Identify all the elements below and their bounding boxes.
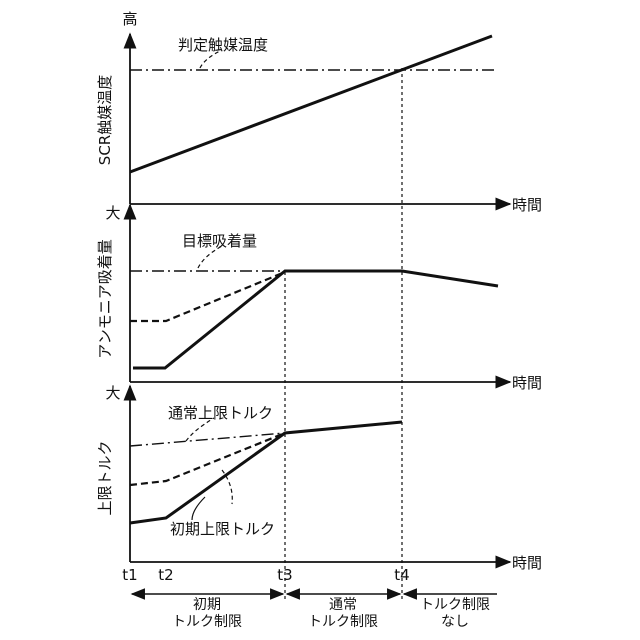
panel-torque: 大 時間 上限トルク 通常上限トルク 初期上限トルク: [96, 384, 542, 572]
torque-y-high-label: 大: [105, 384, 120, 402]
adsorption-x-axis-label: 時間: [512, 374, 542, 392]
phase-none-line2: なし: [441, 614, 469, 630]
temperature-x-axis-label: 時間: [512, 196, 542, 214]
initial-limit-torque-curve: [130, 422, 402, 523]
temperature-y-high-label: 高: [122, 10, 137, 28]
initial-limit-torque-leader-solid: [192, 497, 205, 520]
phase-initial-line1: 初期: [193, 596, 221, 613]
adsorption-y-high-label: 大: [105, 204, 120, 222]
adsorption-curve: [133, 271, 498, 368]
target-adsorption-label: 目標吸着量: [182, 232, 257, 250]
time-guides: [285, 68, 402, 600]
tick-t2: t2: [158, 566, 173, 584]
panel-temperature: 高 時間 SCR触媒温度 判定触媒温度: [96, 10, 542, 214]
tick-t4: t4: [394, 566, 409, 584]
phase-normal-line2: トルク制限: [308, 614, 378, 630]
adsorption-dashed-curve: [130, 272, 285, 321]
normal-limit-torque-label: 通常上限トルク: [168, 404, 273, 422]
temperature-y-axis-label: SCR触媒温度: [96, 75, 114, 165]
torque-dashed-curve: [130, 433, 285, 485]
panel-adsorption: 大 時間 アンモニア吸着量 目標吸着量: [96, 204, 542, 392]
temperature-curve: [130, 36, 492, 172]
phase-labels: 初期 トルク制限 通常 トルク制限 トルク制限 なし: [172, 596, 490, 630]
time-ticks: t1 t2 t3 t4: [122, 566, 409, 584]
tick-t3: t3: [277, 566, 292, 584]
phase-initial-line2: トルク制限: [172, 614, 242, 630]
tick-t1: t1: [122, 566, 137, 584]
phase-normal-line1: 通常: [329, 597, 357, 613]
normal-limit-torque-line: [130, 433, 285, 446]
judgement-temperature-label: 判定触媒温度: [178, 36, 268, 54]
initial-limit-torque-label: 初期上限トルク: [170, 520, 275, 538]
adsorption-y-axis-label: アンモニア吸着量: [96, 239, 114, 358]
torque-y-axis-label: 上限トルク: [96, 440, 114, 515]
phase-none-line1: トルク制限: [420, 597, 490, 613]
torque-x-axis-label: 時間: [512, 554, 542, 572]
